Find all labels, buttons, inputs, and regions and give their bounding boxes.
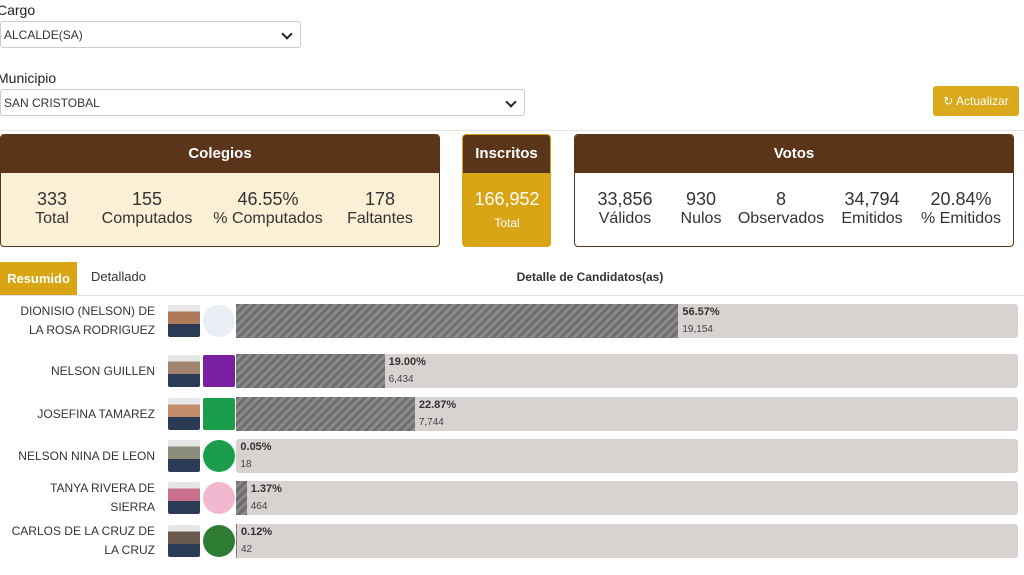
bar	[236, 524, 237, 558]
stat-value: 34,794	[844, 189, 900, 209]
stat: 46.55%% Computados	[213, 189, 323, 228]
stat-label: Válidos	[598, 210, 652, 227]
candidate-photo	[168, 482, 200, 514]
stat: 8 Observados	[726, 189, 836, 228]
party-logo	[203, 440, 235, 472]
stat-label: Total	[494, 216, 520, 230]
stat-value: 166,952	[474, 189, 540, 209]
bar	[236, 354, 385, 388]
stat-label: Faltantes	[347, 210, 413, 227]
candidate-photo	[168, 440, 200, 472]
stat: 34,794 Emitidos	[817, 189, 927, 228]
bar-track	[236, 524, 1018, 558]
percent-label: 19.00%	[388, 356, 426, 368]
bar-track	[236, 439, 1018, 473]
votes-label: 464	[250, 501, 268, 512]
inscritos-card: Inscritos 166,952 Total	[462, 134, 551, 247]
percent-label: 56.57%	[682, 306, 720, 318]
candidate-photo	[168, 355, 200, 387]
stat-value: 930	[685, 189, 717, 209]
stat-value: 8	[775, 189, 786, 209]
votes-label: 18	[240, 459, 252, 470]
bar	[236, 481, 247, 515]
stat-label: % Computados	[213, 210, 323, 227]
party-logo	[203, 525, 235, 557]
stat-value: 20.84%	[930, 189, 992, 209]
card-title: Colegios	[1, 135, 439, 173]
stat-label: Observados	[737, 210, 825, 227]
percent-label: 22.87%	[418, 399, 457, 411]
party-logo	[203, 355, 235, 387]
stat: 155 Computados	[92, 189, 202, 228]
percent-label: 0.12%	[240, 526, 273, 538]
stat-label: Total	[35, 210, 69, 227]
stat-value: 178	[364, 189, 396, 209]
divider	[0, 295, 1024, 296]
votes-label: 7,744	[418, 417, 444, 428]
card-title: Inscritos	[463, 135, 550, 173]
button-label: Actualizar	[956, 94, 1009, 108]
party-logo	[203, 482, 235, 514]
stat-label: Nulos	[680, 210, 722, 227]
stat: 20.84%% Emitidos	[906, 189, 1013, 228]
candidate-photo	[168, 525, 200, 557]
section-title: Detalle de Candidatos(as)	[516, 270, 664, 284]
candidate-name: DIONISIO (NELSON) DE LA ROSA RODRIGUEZ	[20, 304, 155, 337]
stat-label: Emitidos	[841, 210, 903, 227]
bar	[236, 397, 415, 431]
votes-label: 19,154	[682, 324, 713, 335]
bar-track	[236, 354, 1018, 388]
tab[interactable]: Detallado	[91, 269, 146, 284]
votes-label: 6,434	[388, 374, 414, 385]
percent-label: 1.37%	[250, 483, 282, 495]
party-logo	[203, 398, 235, 430]
stat: 930 Nulos	[646, 189, 756, 228]
filter-label: Cargo	[0, 2, 36, 18]
colegios-card: Colegios 333 Total 155 Computados 46.55%% Co…	[0, 134, 440, 247]
stat: 178 Faltantes	[325, 189, 435, 228]
refresh-button[interactable]: ↻ Actualizar	[933, 86, 1019, 116]
tab-active[interactable]: Resumido	[0, 262, 77, 295]
stat-value: 155	[131, 189, 163, 209]
votes-label: 42	[240, 544, 253, 555]
municipio-select[interactable]: SAN CRISTOBAL	[0, 89, 525, 116]
cargo-select[interactable]: ALCALDE(SA)	[0, 21, 301, 48]
candidate-name: TANYA RIVERA DE SIERRA	[50, 481, 155, 514]
stat-value: 333	[36, 189, 68, 209]
divider	[0, 130, 1024, 131]
percent-label: 0.05%	[240, 441, 272, 453]
candidate-name: NELSON GUILLEN	[50, 363, 155, 378]
bar-track	[236, 304, 1018, 338]
bar-track	[236, 481, 1018, 515]
candidate-photo	[168, 305, 200, 337]
party-logo	[203, 305, 235, 337]
stat: 333 Total	[1, 189, 107, 228]
bar-track	[236, 397, 1018, 431]
candidate-photo	[168, 398, 200, 430]
candidate-name: CARLOS DE LA CRUZ DE LA CRUZ	[11, 524, 155, 557]
stat-value: 46.55%	[237, 189, 299, 209]
votos-card: Votos 33,856 Válidos 930 Nulos 8 Observados 34…	[574, 134, 1014, 247]
stat-value: 33,856	[597, 189, 653, 209]
filter-label: Municipio	[0, 70, 57, 86]
candidate-name: JOSEFINA TAMAREZ	[37, 406, 155, 421]
stat: 33,856 Válidos	[575, 189, 680, 228]
bar	[236, 304, 679, 338]
stat-label: Computados	[101, 210, 193, 227]
candidate-name: NELSON NINA DE LEON	[18, 448, 155, 463]
stat-label: % Emitidos	[920, 210, 1002, 227]
card-title: Votos	[575, 135, 1013, 173]
